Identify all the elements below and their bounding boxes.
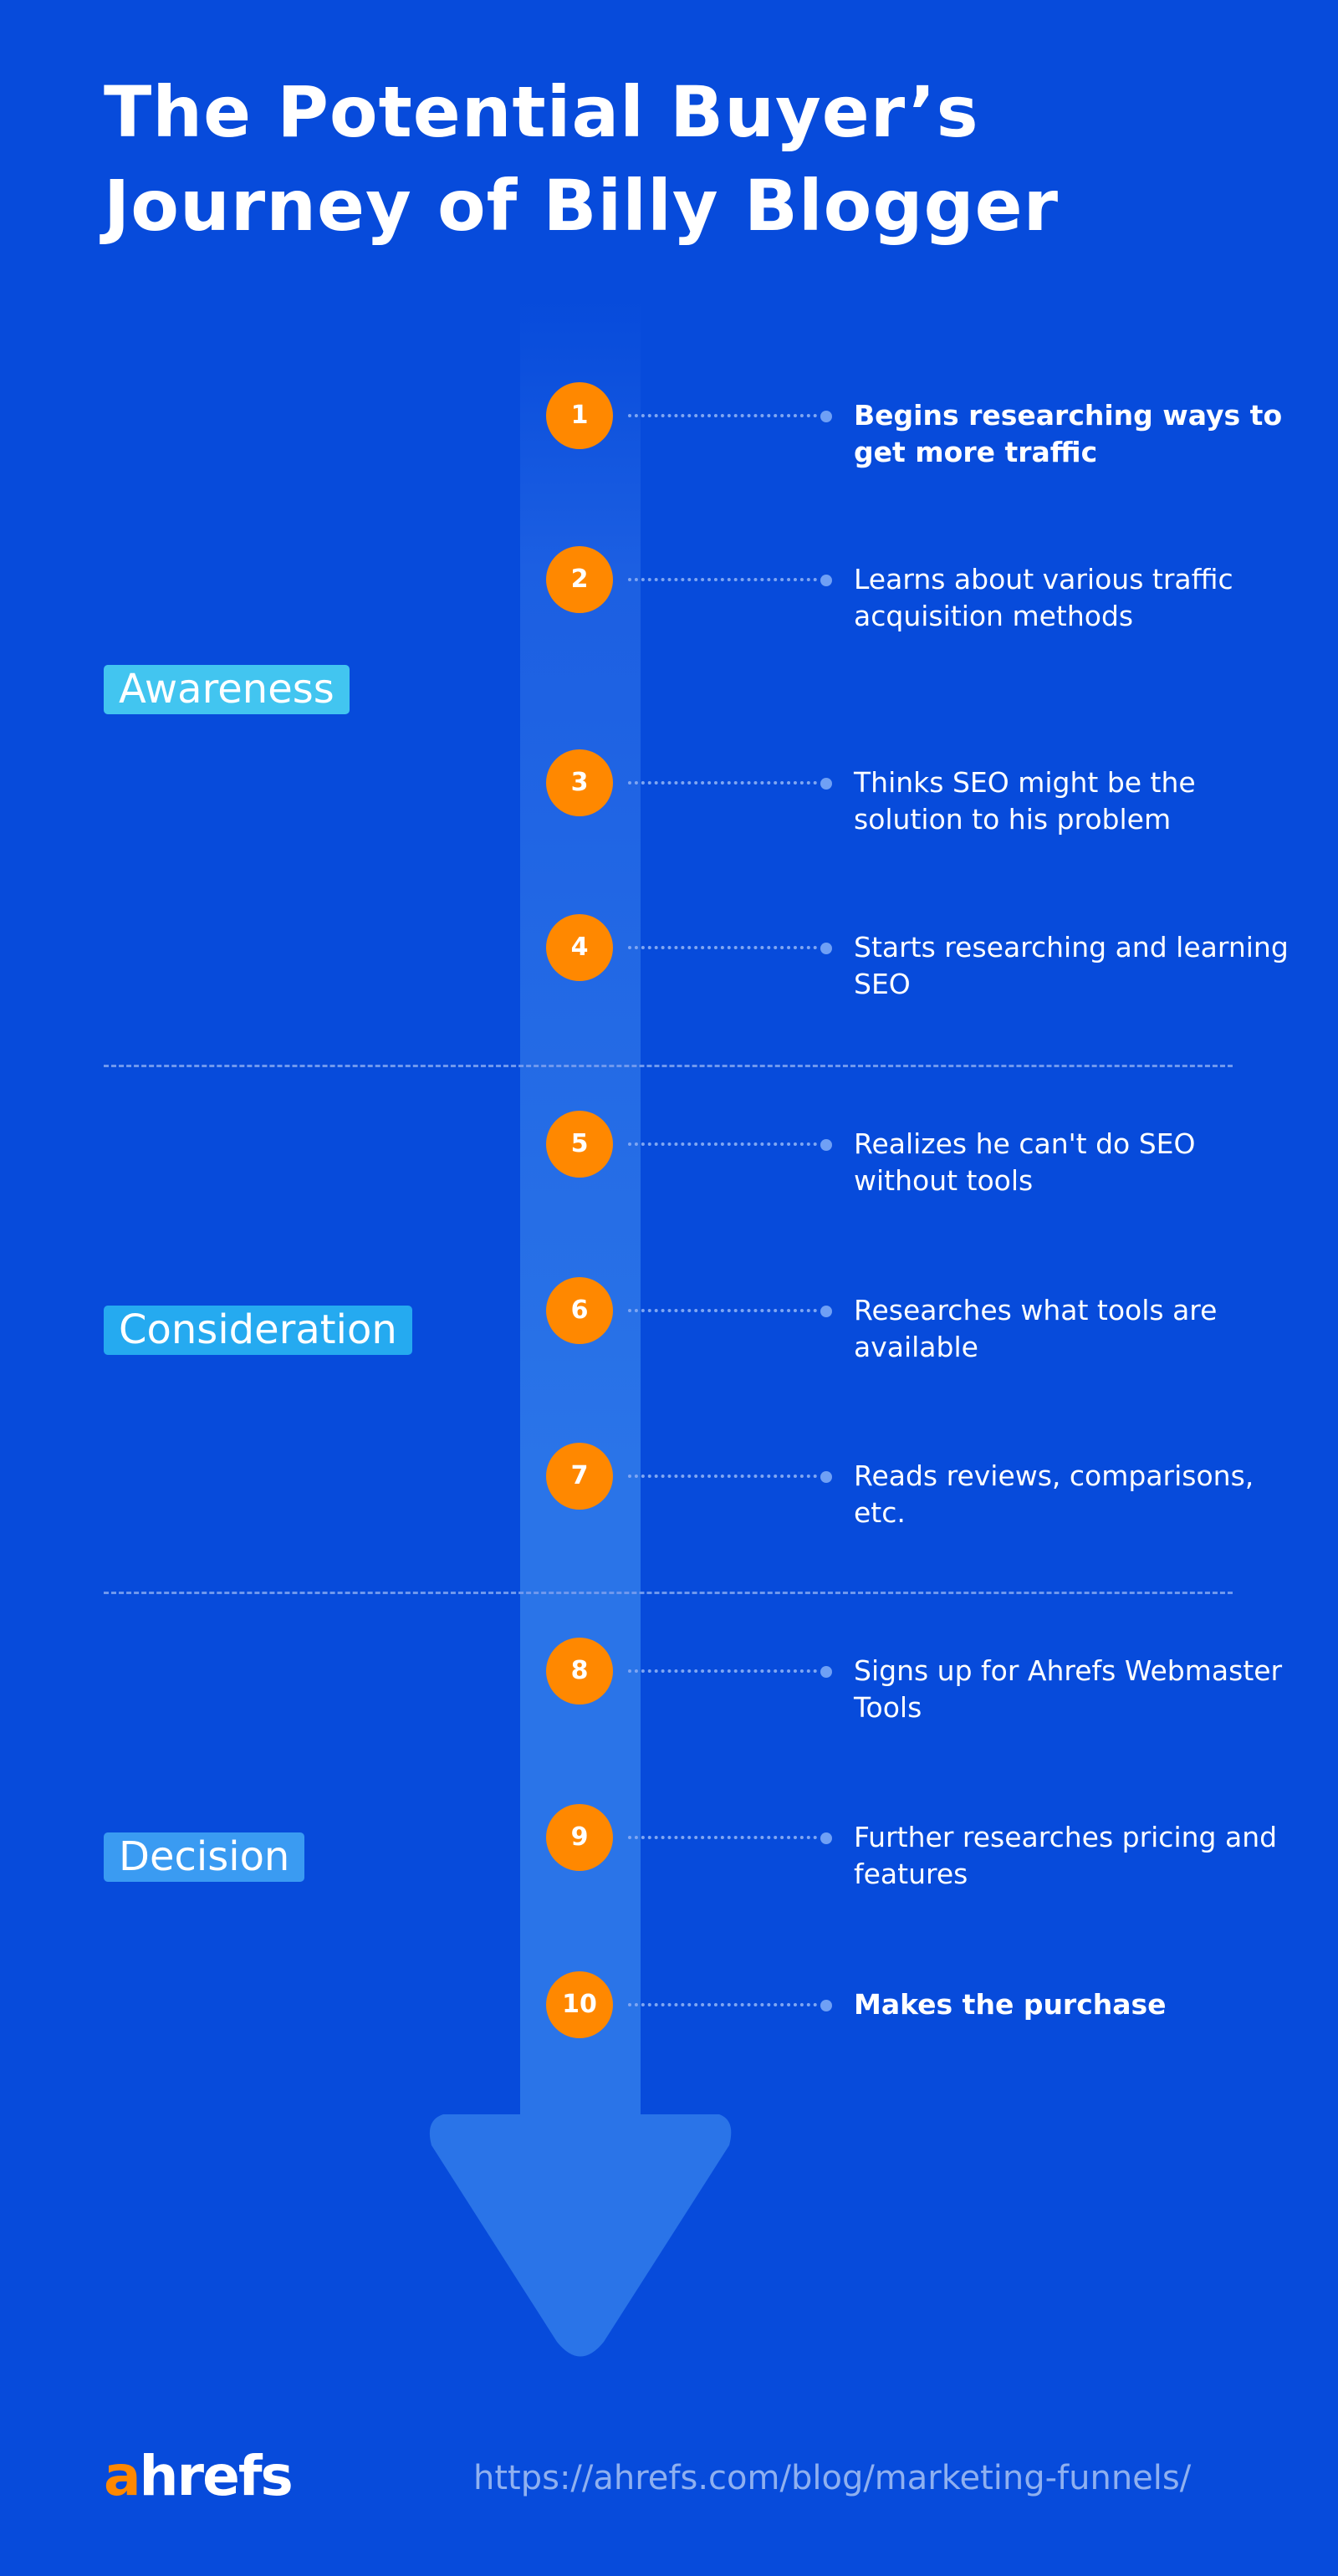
step-number-badge: 9 [546, 1804, 613, 1871]
title-line-2: Journey of Billy Blogger [104, 165, 1060, 247]
connector-dot [820, 778, 832, 790]
connector-dot [820, 1139, 832, 1151]
dotted-connector [628, 1475, 817, 1478]
stage-awareness: Awareness [104, 665, 350, 714]
step-text: Makes the purchase [854, 1988, 1167, 2021]
step-text: Signs up for Ahrefs Webmaster Tools [854, 1654, 1283, 1724]
step-text: Thinks SEO might be the solution to his … [854, 766, 1196, 836]
step-text: Learns about various traffic acquisition… [854, 563, 1233, 632]
step-number-badge: 2 [546, 546, 613, 613]
journey-step: 4 Starts researching and learning SEO [546, 914, 1299, 1000]
connector-dot [820, 1306, 832, 1317]
stage-divider [104, 1065, 1233, 1067]
title-line-1: The Potential Buyer’s [104, 71, 979, 153]
step-number-badge: 3 [546, 749, 613, 816]
page-title: The Potential Buyer’s Journey of Billy B… [104, 65, 1059, 253]
journey-step: 10 Makes the purchase [546, 1971, 1299, 2038]
step-number-badge: 1 [546, 382, 613, 449]
step-number-badge: 5 [546, 1111, 613, 1178]
journey-step: 6 Researches what tools are available [546, 1277, 1299, 1363]
dotted-connector [628, 946, 817, 949]
connector-dot [820, 575, 832, 586]
journey-step: 1 Begins researching ways to get more tr… [546, 382, 1299, 468]
dotted-connector [628, 1836, 817, 1839]
step-text: Researches what tools are available [854, 1294, 1218, 1363]
step-number-badge: 6 [546, 1277, 613, 1344]
journey-step: 8 Signs up for Ahrefs Webmaster Tools [546, 1638, 1299, 1724]
connector-dot [820, 943, 832, 954]
journey-step: 3 Thinks SEO might be the solution to hi… [546, 749, 1299, 836]
dotted-connector [628, 781, 817, 785]
step-text: Further researches pricing and features [854, 1821, 1278, 1890]
step-number-badge: 4 [546, 914, 613, 981]
connector-dot [820, 1666, 832, 1678]
stage-consideration: Consideration [104, 1306, 412, 1355]
step-number-badge: 8 [546, 1638, 613, 1705]
connector-dot [820, 411, 832, 422]
dotted-connector [628, 1309, 817, 1312]
journey-step: 2 Learns about various traffic acquisiti… [546, 546, 1299, 632]
dotted-connector [628, 414, 817, 417]
dotted-connector [628, 1669, 817, 1673]
stage-decision: Decision [104, 1832, 305, 1882]
step-text: Realizes he can't do SEO without tools [854, 1127, 1196, 1197]
step-text: Starts researching and learning SEO [854, 931, 1289, 1000]
dotted-connector [628, 2003, 817, 2006]
step-text: Begins researching ways to get more traf… [854, 399, 1283, 468]
connector-dot [820, 1832, 832, 1844]
source-url: https://ahrefs.com/blog/marketing-funnel… [473, 2459, 1192, 2497]
step-text: Reads reviews, comparisons, etc. [854, 1459, 1254, 1529]
ahrefs-logo: ahrefs [104, 2444, 294, 2508]
step-number-badge: 7 [546, 1443, 613, 1510]
journey-step: 7 Reads reviews, comparisons, etc. [546, 1443, 1299, 1529]
connector-dot [820, 1471, 832, 1483]
dotted-connector [628, 1142, 817, 1146]
stage-divider [104, 1592, 1233, 1594]
journey-step: 5 Realizes he can't do SEO without tools [546, 1111, 1299, 1197]
connector-dot [820, 2000, 832, 2011]
logo-rest: hrefs [139, 2444, 294, 2508]
journey-step: 9 Further researches pricing and feature… [546, 1804, 1299, 1890]
dotted-connector [628, 578, 817, 581]
step-number-badge: 10 [546, 1971, 613, 2038]
logo-a: a [104, 2444, 141, 2508]
